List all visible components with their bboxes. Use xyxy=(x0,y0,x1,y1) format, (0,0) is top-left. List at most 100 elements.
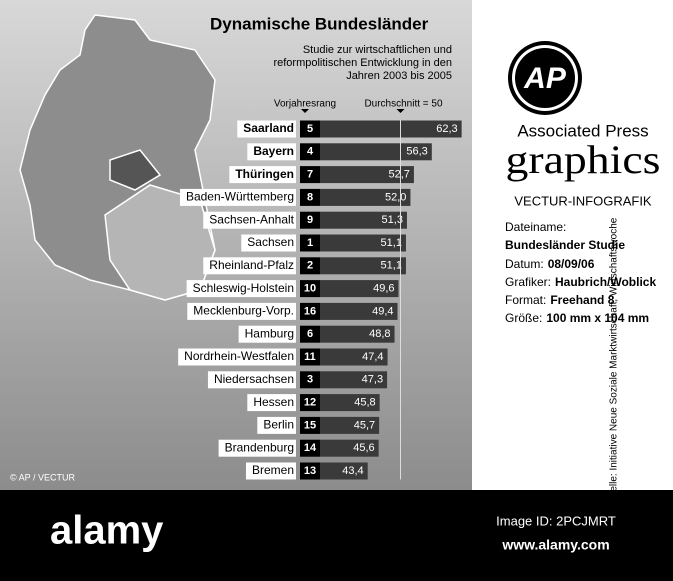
bar xyxy=(320,439,379,457)
rank-box xyxy=(300,280,320,298)
rank-label: 8 xyxy=(307,191,313,203)
subtitle: reformpolitischen Entwicklung in den xyxy=(273,57,452,69)
value-label: 43,4 xyxy=(342,465,363,477)
detail-value: 08/09/06 xyxy=(548,257,595,271)
watermark-band xyxy=(0,490,673,581)
value-label: 62,3 xyxy=(436,123,457,135)
category-label: Hessen xyxy=(253,395,294,409)
value-label: 47,3 xyxy=(362,374,383,386)
watermark-brand: alamy xyxy=(50,509,164,553)
value-label: 51,3 xyxy=(382,214,403,226)
category-label: Baden-Württemberg xyxy=(186,190,294,204)
category-box xyxy=(179,188,296,206)
value-label: 51,1 xyxy=(381,260,402,272)
rank-box xyxy=(300,166,320,184)
category-label: Berlin xyxy=(263,418,294,432)
category-box xyxy=(257,416,296,434)
bar xyxy=(320,234,406,252)
bar xyxy=(320,257,406,275)
rank-header-arrow xyxy=(301,109,309,113)
bar xyxy=(320,348,388,366)
rank-box xyxy=(300,462,320,480)
value-label: 51,1 xyxy=(381,237,402,249)
value-label: 49,4 xyxy=(372,305,393,317)
bar xyxy=(320,280,399,298)
category-label: Hamburg xyxy=(245,326,294,340)
rank-label: 12 xyxy=(304,397,316,409)
category-box xyxy=(203,211,296,229)
rank-label: 14 xyxy=(304,442,317,454)
category-box xyxy=(203,257,296,275)
rank-label: 7 xyxy=(307,169,313,181)
detail-key: Größe: xyxy=(505,311,542,325)
value-label: 45,6 xyxy=(353,442,374,454)
rank-box xyxy=(300,439,320,457)
map-thuringia xyxy=(109,149,162,191)
category-label: Sachsen xyxy=(247,235,294,249)
category-box xyxy=(207,371,296,389)
rank-label: 6 xyxy=(307,328,313,340)
brand: Associated Press xyxy=(517,121,648,140)
detail-value: Freehand 8 xyxy=(550,293,614,307)
product: graphics xyxy=(506,137,661,182)
category-box xyxy=(247,143,296,161)
detail-key: Format: xyxy=(505,293,546,307)
chart-title: Dynamische Bundesländer xyxy=(210,14,429,33)
rank-box xyxy=(300,325,320,343)
category-box xyxy=(247,394,296,412)
subtitle: Studie zur wirtschaftlichen und xyxy=(303,44,452,56)
bar xyxy=(320,416,380,434)
category-box xyxy=(241,234,296,252)
rank-label: 4 xyxy=(307,146,314,158)
category-box xyxy=(229,166,296,184)
value-label: 52,0 xyxy=(385,191,406,203)
value-label: 49,6 xyxy=(373,283,394,295)
category-label: Niedersachsen xyxy=(214,372,294,386)
bar xyxy=(320,394,380,412)
category-label: Bayern xyxy=(253,144,294,158)
rank-box xyxy=(300,394,320,412)
reference-label: Durchschnitt = 50 xyxy=(364,99,443,110)
value-label: 47,4 xyxy=(362,351,383,363)
value-label: 52,7 xyxy=(388,169,409,181)
ap-logo-core xyxy=(515,48,575,108)
subtitle: Jahren 2003 bis 2005 xyxy=(346,70,452,82)
category-box xyxy=(178,348,296,366)
category-label: Brandenburg xyxy=(225,440,294,454)
rank-box xyxy=(300,188,320,206)
agency: VECTUR-INFOGRAFIK xyxy=(514,193,652,208)
category-label: Mecklenburg-Vorp. xyxy=(193,304,294,318)
value-label: 45,8 xyxy=(354,397,375,409)
bar xyxy=(320,302,398,320)
source: Quelle: Initiative Neue Soziale Marktwir… xyxy=(609,217,620,505)
rank-label: 5 xyxy=(307,123,313,135)
rank-label: 3 xyxy=(307,374,313,386)
bar xyxy=(320,211,407,229)
bar xyxy=(320,462,368,480)
rank-box xyxy=(300,416,320,434)
category-label: Thüringen xyxy=(235,167,294,181)
value-label: 56,3 xyxy=(406,146,427,158)
value-label: 48,8 xyxy=(369,328,390,340)
bar xyxy=(320,371,388,389)
copyright: © AP / VECTUR xyxy=(10,472,75,482)
category-label: Schleswig-Holstein xyxy=(193,281,294,295)
rank-label: 11 xyxy=(304,351,316,363)
value-label: 45,7 xyxy=(354,419,375,431)
bar xyxy=(320,188,411,206)
category-box xyxy=(186,280,296,298)
rank-label: 13 xyxy=(304,465,316,477)
rank-label: 1 xyxy=(307,237,313,249)
category-label: Bremen xyxy=(252,463,294,477)
category-box xyxy=(218,439,296,457)
rank-header: Vorjahresrang xyxy=(274,99,336,110)
file-value: Bundesländer Studie xyxy=(505,238,625,252)
detail-key: Datum: xyxy=(505,257,544,271)
category-label: Saarland xyxy=(243,121,294,135)
rank-label: 9 xyxy=(307,214,313,226)
file-key: Dateiname: xyxy=(505,220,566,234)
category-box xyxy=(187,302,296,320)
watermark-id: Image ID: 2PCJMRT xyxy=(496,513,616,528)
bar xyxy=(320,120,462,138)
